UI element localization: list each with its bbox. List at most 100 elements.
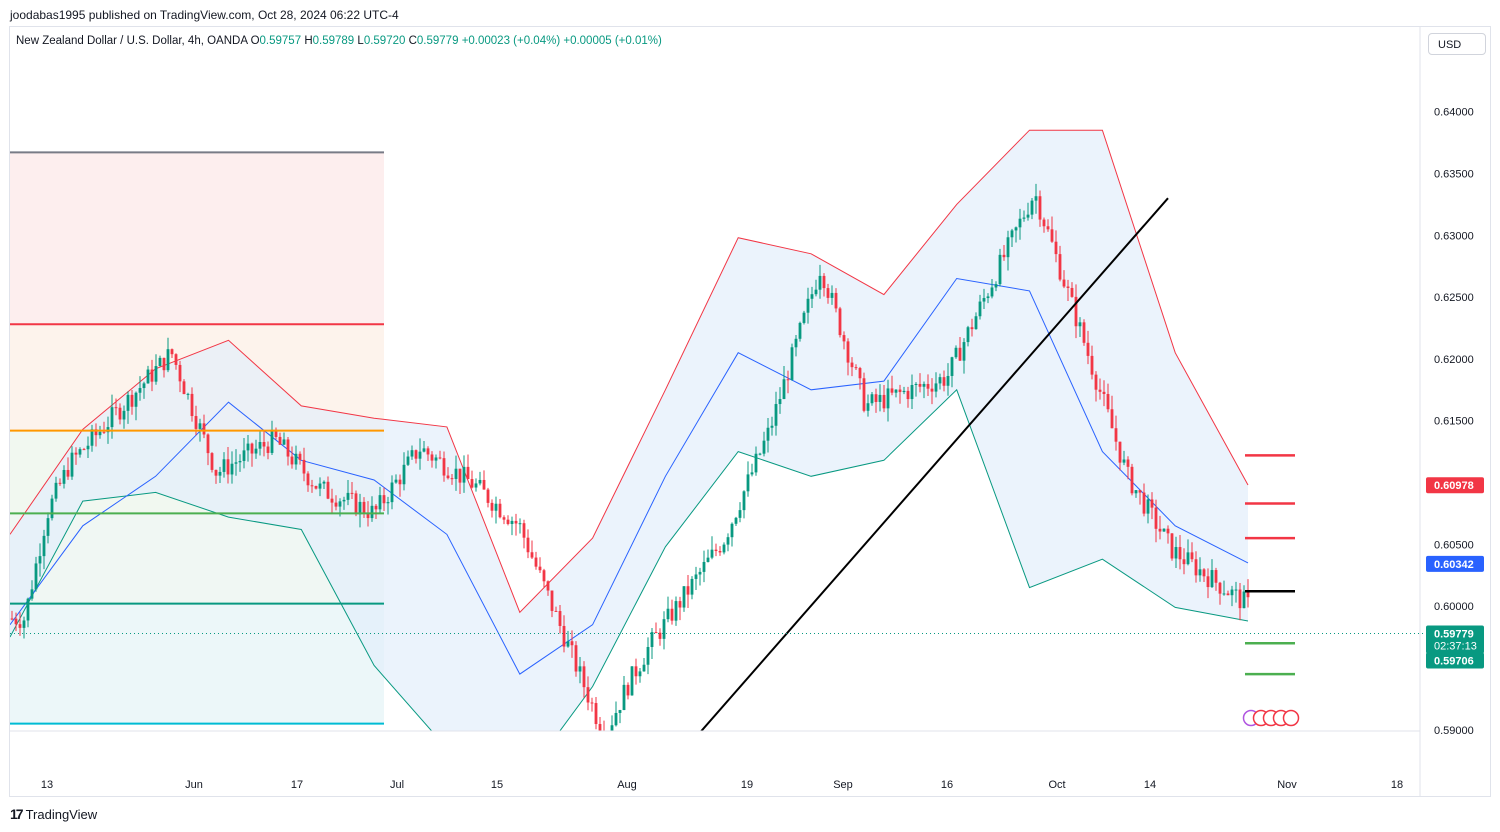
close-label: C	[408, 35, 417, 47]
footer-brand[interactable]: 17 TradingView	[10, 806, 97, 822]
candle-body	[94, 429, 98, 436]
y-tick-label: 0.60500	[1434, 539, 1474, 551]
candle-body	[10, 618, 14, 620]
candle-body	[603, 734, 606, 746]
y-tick-label: 0.63000	[1434, 230, 1474, 242]
candle-body	[842, 335, 846, 342]
candle-body	[446, 475, 450, 479]
candle-body	[570, 641, 574, 646]
y-tick-label: 0.64000	[1434, 107, 1474, 119]
candle-body	[1054, 241, 1058, 255]
candle-body	[174, 354, 178, 365]
candle-body	[734, 517, 738, 524]
candle-body	[986, 296, 990, 299]
candle-body	[534, 557, 538, 567]
candle-body	[38, 556, 42, 564]
candle-body	[350, 492, 354, 494]
candle-body	[286, 439, 290, 457]
candle-body	[906, 390, 910, 400]
candle-body	[118, 407, 122, 420]
candle-body	[290, 456, 294, 465]
candle-body	[758, 453, 762, 455]
candle-body	[1126, 459, 1130, 467]
candle-body	[1074, 296, 1078, 327]
candle-body	[334, 502, 338, 507]
candle-body	[430, 454, 434, 461]
candle-body	[794, 338, 798, 348]
candle-body	[246, 443, 250, 451]
candle-body	[110, 407, 114, 428]
candle-body	[14, 618, 18, 625]
low-value: 0.59720	[363, 35, 406, 47]
candle-body	[930, 388, 934, 392]
candle-body	[1002, 254, 1006, 258]
candle-body	[1202, 569, 1206, 577]
candle-body	[702, 561, 706, 572]
candle-body	[222, 459, 226, 472]
candle-body	[586, 687, 590, 703]
candle-body	[154, 366, 158, 382]
candle-body	[514, 520, 518, 524]
candle-body	[406, 456, 410, 465]
candle-body	[750, 472, 754, 475]
chart-frame	[9, 26, 1491, 797]
candle-body	[114, 407, 118, 409]
x-tick-label: 15	[491, 779, 503, 791]
candle-body	[1242, 591, 1246, 609]
candle-body	[886, 388, 890, 409]
plot-area	[10, 129, 1295, 746]
symbol-name: New Zealand Dollar / U.S. Dollar, 4h, OA…	[16, 35, 248, 47]
candle-body	[982, 298, 986, 302]
candle-body	[950, 357, 954, 376]
candle-body	[138, 388, 142, 393]
currency-button[interactable]: USD	[1428, 33, 1486, 55]
candle-body	[626, 684, 630, 696]
candle-body	[1190, 552, 1194, 560]
candle-body	[1214, 570, 1218, 583]
fib-zone	[10, 152, 384, 325]
candle-body	[1030, 200, 1034, 215]
candle-body	[190, 393, 194, 417]
candle-body	[966, 327, 970, 343]
candle-body	[546, 581, 550, 591]
candle-body	[798, 322, 802, 339]
candle-body	[962, 342, 966, 361]
candle-body	[474, 483, 478, 488]
candle-body	[150, 369, 154, 382]
candle-body	[662, 619, 666, 639]
candle-body	[126, 394, 130, 411]
candle-body	[806, 298, 810, 313]
low-label: L	[357, 35, 364, 47]
candle-body	[902, 390, 906, 393]
candle-body	[362, 501, 366, 514]
candle-body	[478, 479, 482, 484]
candle-body	[162, 357, 166, 371]
candle-body	[562, 625, 566, 647]
price-badge	[1426, 477, 1484, 494]
candle-body	[302, 459, 306, 474]
symbol-legend: New Zealand Dollar / U.S. Dollar, 4h, OA…	[16, 35, 662, 47]
candle-body	[1246, 591, 1250, 598]
candle-body	[1014, 227, 1018, 231]
candle-body	[1050, 229, 1054, 242]
candle-body	[494, 503, 498, 511]
candle-body	[846, 341, 850, 363]
candle-body	[346, 492, 350, 500]
candle-body	[1110, 409, 1114, 429]
candle-body	[210, 453, 214, 470]
candle-body	[258, 442, 262, 449]
candle-body	[206, 434, 210, 454]
candle-body	[326, 481, 330, 499]
candle-body	[938, 377, 942, 384]
candle-body	[658, 632, 662, 639]
candle-body	[922, 383, 926, 387]
candle-body	[294, 453, 298, 465]
candle-body	[502, 517, 506, 520]
candle-body	[690, 578, 694, 595]
candle-body	[518, 523, 522, 525]
candle-body	[226, 459, 230, 475]
candle-body	[674, 601, 678, 621]
candle-body	[706, 557, 710, 562]
candle-body	[714, 549, 718, 552]
